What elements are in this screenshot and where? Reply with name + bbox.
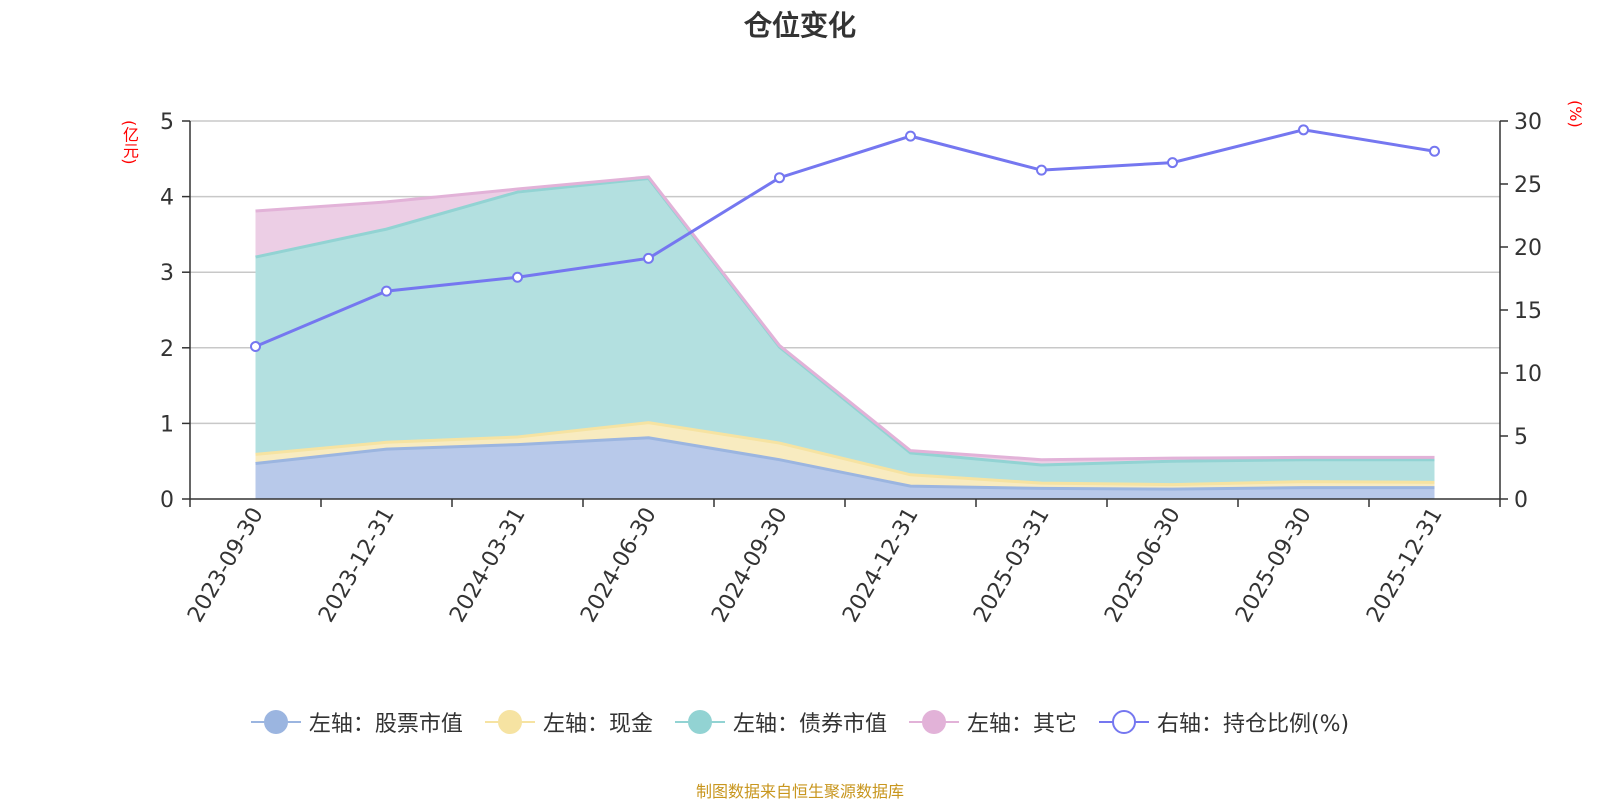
- x-axis-tick-label: 2023-09-30: [183, 504, 269, 627]
- legend-label: 左轴：股票市值: [308, 712, 463, 737]
- legend-marker-icon: [1098, 707, 1149, 737]
- legend-marker-icon: [250, 707, 301, 737]
- left-axis-tick-label: 0: [160, 488, 174, 513]
- legend-label: 左轴：现金: [542, 712, 653, 737]
- legend-label: 右轴：持仓比例(%): [1156, 712, 1350, 737]
- legend-item[interactable]: 左轴：现金: [484, 706, 653, 738]
- legend-item[interactable]: 左轴：其它: [908, 706, 1077, 738]
- position-ratio-point: [1167, 157, 1178, 169]
- right-axis-tick-label: 0: [1514, 488, 1528, 513]
- right-axis-unit: (%): [1566, 100, 1585, 128]
- position-ratio-point: [774, 172, 785, 184]
- chart-title: 仓位变化: [743, 9, 856, 42]
- left-axis-unit: (亿元): [120, 120, 139, 165]
- legend-marker-icon: [484, 707, 535, 737]
- position-ratio-point: [1429, 145, 1440, 157]
- left-axis-tick-label: 5: [160, 110, 174, 135]
- right-axis-tick-label: 20: [1514, 236, 1542, 261]
- area-edge-左轴：股票市值: [255, 436, 1435, 491]
- data-source-note: 制图数据来自恒生聚源数据库: [695, 782, 904, 801]
- area-edge-左轴：其它: [255, 175, 1435, 462]
- x-axis-tick-label: 2023-12-31: [314, 504, 400, 627]
- area-左轴：股票市值: [255, 437, 1435, 499]
- right-axis-tick-label: 5: [1514, 425, 1528, 450]
- position-ratio-point: [905, 130, 916, 142]
- position-ratio-point: [643, 252, 654, 264]
- x-axis-tick-label: 2025-12-31: [1362, 504, 1448, 627]
- x-axis-tick-label: 2024-06-30: [576, 504, 662, 627]
- legend-item[interactable]: 左轴：债券市值: [674, 706, 887, 738]
- position-ratio-point: [1036, 164, 1047, 176]
- left-axis-tick-label: 3: [160, 261, 174, 286]
- x-axis-tick-label: 2024-03-31: [445, 504, 531, 627]
- right-axis-tick-label: 30: [1514, 110, 1542, 135]
- right-axis-tick-label: 15: [1514, 299, 1542, 324]
- x-axis-tick-label: 2025-06-30: [1100, 504, 1186, 627]
- position-ratio-line: [254, 128, 1435, 348]
- legend: 左轴：股票市值 左轴：现金 左轴：债券市值 左轴：其它 右轴：持仓比例(%): [0, 706, 1600, 738]
- left-axis-tick-label: 2: [160, 337, 174, 362]
- right-axis-tick-label: 25: [1514, 173, 1542, 198]
- area-edge-左轴：现金: [255, 421, 1435, 487]
- position-ratio-point: [381, 285, 392, 297]
- right-axis-tick-label: 10: [1514, 362, 1542, 387]
- area-左轴：债券市值: [255, 178, 1435, 499]
- legend-item[interactable]: 右轴：持仓比例(%): [1098, 706, 1350, 738]
- x-axis-tick-label: 2025-03-31: [969, 504, 1055, 627]
- left-axis-tick-label: 4: [160, 186, 174, 211]
- legend-item[interactable]: 左轴：股票市值: [250, 706, 463, 738]
- legend-marker-icon: [908, 707, 959, 737]
- position-chart: 0 1 2 3 4 5 0 5 10 15 20 25 30 2023-09-30 2023-12-31 20…: [160, 110, 1542, 627]
- legend-label: 左轴：债券市值: [732, 712, 887, 737]
- x-axis-tick-label: 2024-12-31: [838, 504, 924, 627]
- position-ratio-point: [1298, 124, 1309, 136]
- legend-label: 左轴：其它: [966, 712, 1077, 737]
- x-axis-tick-label: 2025-09-30: [1231, 504, 1317, 627]
- position-ratio-point: [250, 341, 261, 353]
- left-axis-tick-label: 1: [160, 412, 174, 437]
- x-axis-tick-label: 2024-09-30: [707, 504, 793, 627]
- position-ratio-point: [512, 271, 523, 283]
- legend-marker-icon: [674, 707, 725, 737]
